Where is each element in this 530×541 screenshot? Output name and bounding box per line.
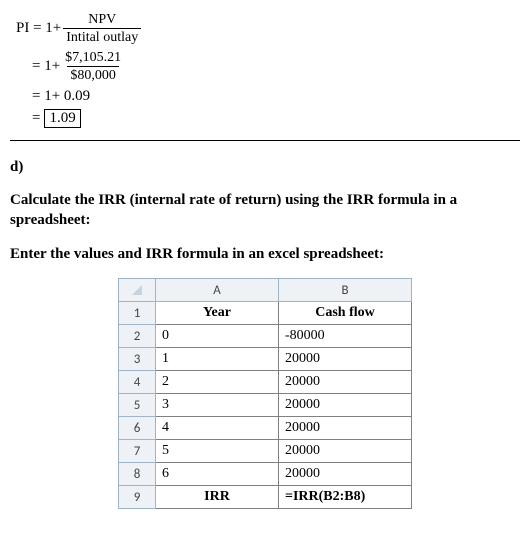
cell-b6[interactable]: 20000	[279, 417, 412, 440]
cell-b8[interactable]: 20000	[279, 463, 412, 486]
eq3-text: = 1+ 0.09	[32, 88, 90, 105]
cell-a8[interactable]: 6	[156, 463, 279, 486]
spreadsheet-table: A B 1 Year Cash flow 2 0 -80000 3 1 2000…	[118, 278, 412, 509]
cell-a4[interactable]: 2	[156, 371, 279, 394]
row-header-3[interactable]: 3	[119, 348, 156, 371]
ss-row-9: 9 IRR =IRR(B2:B8)	[119, 486, 412, 509]
eq-line-2: = 1+ $7,105.21 $80,000	[32, 50, 520, 84]
ss-row-6: 6 4 20000	[119, 417, 412, 440]
row-header-9[interactable]: 9	[119, 486, 156, 509]
ss-row-3: 3 1 20000	[119, 348, 412, 371]
frac1-den: Intital outlay	[63, 28, 141, 45]
cell-a1[interactable]: Year	[156, 302, 279, 325]
cell-a9[interactable]: IRR	[156, 486, 279, 509]
eq2-lhs: = 1+	[32, 58, 60, 75]
ss-row-5: 5 3 20000	[119, 394, 412, 417]
select-all-icon	[130, 283, 144, 297]
frac2-num: $7,105.21	[62, 50, 124, 66]
ss-header-row: A B	[119, 279, 412, 302]
paragraph-2: Enter the values and IRR formula in an e…	[10, 244, 520, 264]
result-box: 1.09	[44, 109, 80, 128]
ss-row-1: 1 Year Cash flow	[119, 302, 412, 325]
cell-b4[interactable]: 20000	[279, 371, 412, 394]
cell-a3[interactable]: 1	[156, 348, 279, 371]
cell-b9[interactable]: =IRR(B2:B8)	[279, 486, 412, 509]
eq-line-4: = 1.09	[32, 109, 520, 128]
section-label: d)	[10, 159, 520, 176]
paragraph-1-text: Calculate the IRR (internal rate of retu…	[10, 192, 457, 228]
row-header-8[interactable]: 8	[119, 463, 156, 486]
cell-a6[interactable]: 4	[156, 417, 279, 440]
fraction-npv: NPV Intital outlay	[63, 12, 141, 46]
cell-a7[interactable]: 5	[156, 440, 279, 463]
cell-a2[interactable]: 0	[156, 325, 279, 348]
paragraph-2-text: Enter the values and IRR formula in an e…	[10, 246, 384, 262]
row-header-4[interactable]: 4	[119, 371, 156, 394]
cell-b2[interactable]: -80000	[279, 325, 412, 348]
ss-row-8: 8 6 20000	[119, 463, 412, 486]
ss-row-7: 7 5 20000	[119, 440, 412, 463]
cell-b3[interactable]: 20000	[279, 348, 412, 371]
col-header-b[interactable]: B	[279, 279, 412, 302]
ss-row-4: 4 2 20000	[119, 371, 412, 394]
spreadsheet-wrap: A B 1 Year Cash flow 2 0 -80000 3 1 2000…	[10, 278, 520, 509]
row-header-1[interactable]: 1	[119, 302, 156, 325]
cell-b5[interactable]: 20000	[279, 394, 412, 417]
row-header-7[interactable]: 7	[119, 440, 156, 463]
frac2-den: $80,000	[67, 66, 119, 83]
eq4-eq: =	[32, 110, 40, 127]
select-all-corner[interactable]	[119, 279, 156, 302]
eq-line-1: PI = 1+ NPV Intital outlay	[16, 12, 520, 46]
row-header-5[interactable]: 5	[119, 394, 156, 417]
col-header-a[interactable]: A	[156, 279, 279, 302]
pi-lhs: PI = 1+	[16, 20, 61, 37]
row-header-2[interactable]: 2	[119, 325, 156, 348]
cell-b1[interactable]: Cash flow	[279, 302, 412, 325]
frac1-num: NPV	[85, 12, 119, 28]
cell-b7[interactable]: 20000	[279, 440, 412, 463]
fraction-values: $7,105.21 $80,000	[62, 50, 124, 84]
row-header-6[interactable]: 6	[119, 417, 156, 440]
eq-line-3: = 1+ 0.09	[32, 88, 520, 105]
equation-block: PI = 1+ NPV Intital outlay = 1+ $7,105.2…	[16, 12, 520, 128]
paragraph-1: Calculate the IRR (internal rate of retu…	[10, 190, 520, 231]
separator-line	[10, 140, 520, 141]
ss-row-2: 2 0 -80000	[119, 325, 412, 348]
cell-a5[interactable]: 3	[156, 394, 279, 417]
